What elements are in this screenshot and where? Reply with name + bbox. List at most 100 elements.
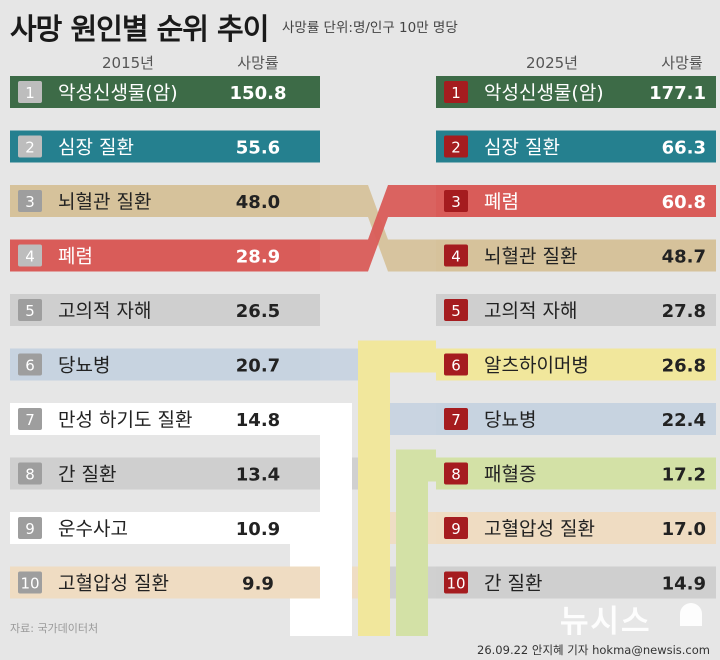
rate-label: 20.7 [236,356,280,377]
rank-box [444,408,468,430]
cause-label: 당뇨병 [484,409,536,431]
row-band [10,403,320,435]
rank-box [18,135,42,158]
row-band [436,566,716,599]
row-band [10,239,320,272]
row-band [10,76,320,108]
header-2025: 2025년 [526,54,578,72]
rate-label: 10.9 [236,519,280,540]
rank-label: 2 [25,139,35,157]
rank-box [18,571,42,594]
row-2015-5: 5 고의적 자해 26.5 [10,294,320,326]
cause-label: 폐렴 [484,191,519,213]
row-2025-2: 2 심장 질환 66.3 [436,130,716,163]
rank-box [444,299,468,321]
rank-label: 1 [451,84,461,102]
row-band [436,512,716,544]
header-rate-2025: 사망률 [661,54,703,72]
rate-label: 27.8 [662,301,706,322]
header-rate-2015: 사망률 [237,54,279,72]
rank-label: 3 [25,193,35,211]
rate-label: 48.7 [662,247,706,268]
rank-label: 9 [25,520,35,538]
rate-label: 17.2 [662,465,706,486]
entry-bar-패혈증 [396,449,436,636]
rate-label: 150.8 [230,83,287,104]
rank-label: 5 [451,302,461,320]
row-2025-6: 6 알츠하이머병 26.8 [436,348,716,381]
rank-box [444,244,468,267]
rank-box [18,81,42,103]
flow-폐렴 [320,185,436,272]
rank-label: 7 [25,411,35,429]
rank-box [18,299,42,321]
rate-label: 55.6 [236,138,280,159]
rank-label: 4 [451,248,461,266]
cause-label: 악성신생물(암) [58,82,178,104]
rate-label: 14.9 [662,574,706,595]
rate-label: 17.0 [662,519,706,540]
row-2025-1: 1 악성신생물(암) 177.1 [436,76,716,108]
row-2025-9: 9 고혈압성 질환 17.0 [436,512,716,544]
row-band [10,294,320,326]
cause-label: 운수사고 [58,518,128,540]
source-note: 자료: 국가데이터처 [10,622,99,635]
row-band [10,566,320,599]
rank-box [18,190,42,212]
rank-box [18,408,42,430]
rank-label: 9 [451,520,461,538]
row-band [436,76,716,108]
cause-label: 만성 하기도 질환 [58,409,192,431]
row-band [436,457,716,490]
rank-label: 8 [451,466,461,484]
cause-label: 심장 질환 [484,137,560,159]
row-band [436,185,716,217]
row-2025-8: 8 패혈증 17.2 [436,457,716,490]
credit-line: 26.09.22 안지혜 기자 hokma@newsis.com [477,643,710,657]
cause-label: 간 질환 [484,573,542,595]
cause-label: 알츠하이머병 [484,355,589,377]
header-2015: 2015년 [102,54,154,72]
cause-label: 폐렴 [58,246,93,268]
rank-label: 2 [451,139,461,157]
row-band [10,185,320,217]
chart-title: 사망 원인별 순위 추이 [10,12,269,46]
rate-label: 14.8 [236,410,280,431]
row-band [10,512,320,544]
rate-label: 9.9 [242,574,274,595]
cause-label: 패혈증 [484,464,536,486]
rank-box [444,517,468,539]
row-band [436,294,716,326]
row-band [10,457,320,490]
cause-label: 고의적 자해 [58,300,151,322]
row-2015-6: 6 당뇨병 20.7 [10,348,320,381]
cause-label: 당뇨병 [58,355,110,377]
cause-label: 심장 질환 [58,137,134,159]
newsis-logo: 뉴시스 [560,604,652,640]
rank-label: 10 [446,575,465,593]
row-band [436,239,716,272]
row-2015-4: 4 폐렴 28.9 [10,239,320,272]
rank-label: 10 [20,575,39,593]
rank-box [18,353,42,376]
row-2015-2: 2 심장 질환 55.6 [10,130,320,163]
entry-bar-알츠하이머병 [358,340,436,636]
row-2015-8: 8 간 질환 13.4 [10,457,320,490]
cause-label: 뇌혈관 질환 [58,191,151,213]
cause-label: 고혈압성 질환 [58,573,169,595]
rank-box [18,517,42,539]
rate-label: 13.4 [236,465,280,486]
rank-box [444,81,468,103]
rank-label: 8 [25,466,35,484]
rank-box [18,244,42,267]
cause-label: 고의적 자해 [484,300,577,322]
row-band [10,348,320,381]
rank-box [444,571,468,594]
rate-label: 177.1 [649,83,706,104]
rank-label: 4 [25,248,35,266]
cause-label: 고혈압성 질환 [484,518,595,540]
rate-label: 60.8 [662,192,706,213]
rank-label: 5 [25,302,35,320]
row-2015-9: 9 운수사고 10.9 [10,512,320,544]
